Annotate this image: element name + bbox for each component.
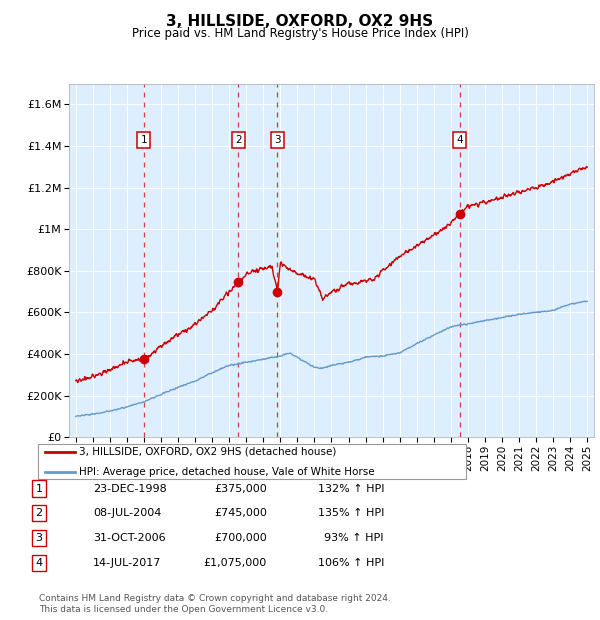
Text: 4: 4 (35, 558, 43, 568)
Text: 3: 3 (35, 533, 43, 543)
Text: Contains HM Land Registry data © Crown copyright and database right 2024.: Contains HM Land Registry data © Crown c… (39, 593, 391, 603)
Text: £700,000: £700,000 (214, 533, 267, 543)
Text: 3, HILLSIDE, OXFORD, OX2 9HS: 3, HILLSIDE, OXFORD, OX2 9HS (166, 14, 434, 29)
Text: 14-JUL-2017: 14-JUL-2017 (93, 558, 161, 568)
Text: £1,075,000: £1,075,000 (204, 558, 267, 568)
Text: 132% ↑ HPI: 132% ↑ HPI (317, 484, 384, 494)
FancyBboxPatch shape (38, 444, 466, 479)
Text: 1: 1 (140, 135, 147, 145)
Text: £375,000: £375,000 (214, 484, 267, 494)
Text: 23-DEC-1998: 23-DEC-1998 (93, 484, 167, 494)
Text: £745,000: £745,000 (214, 508, 267, 518)
Text: 135% ↑ HPI: 135% ↑ HPI (317, 508, 384, 518)
Text: 2: 2 (35, 508, 43, 518)
Text: HPI: Average price, detached house, Vale of White Horse: HPI: Average price, detached house, Vale… (79, 467, 375, 477)
Text: 3, HILLSIDE, OXFORD, OX2 9HS (detached house): 3, HILLSIDE, OXFORD, OX2 9HS (detached h… (79, 446, 337, 457)
Text: 93% ↑ HPI: 93% ↑ HPI (325, 533, 384, 543)
Text: Price paid vs. HM Land Registry's House Price Index (HPI): Price paid vs. HM Land Registry's House … (131, 27, 469, 40)
Text: 31-OCT-2006: 31-OCT-2006 (93, 533, 166, 543)
Text: 08-JUL-2004: 08-JUL-2004 (93, 508, 161, 518)
Text: 4: 4 (457, 135, 463, 145)
Text: This data is licensed under the Open Government Licence v3.0.: This data is licensed under the Open Gov… (39, 604, 328, 614)
Text: 3: 3 (274, 135, 281, 145)
Text: 106% ↑ HPI: 106% ↑ HPI (317, 558, 384, 568)
Text: 2: 2 (235, 135, 241, 145)
Text: 1: 1 (35, 484, 43, 494)
